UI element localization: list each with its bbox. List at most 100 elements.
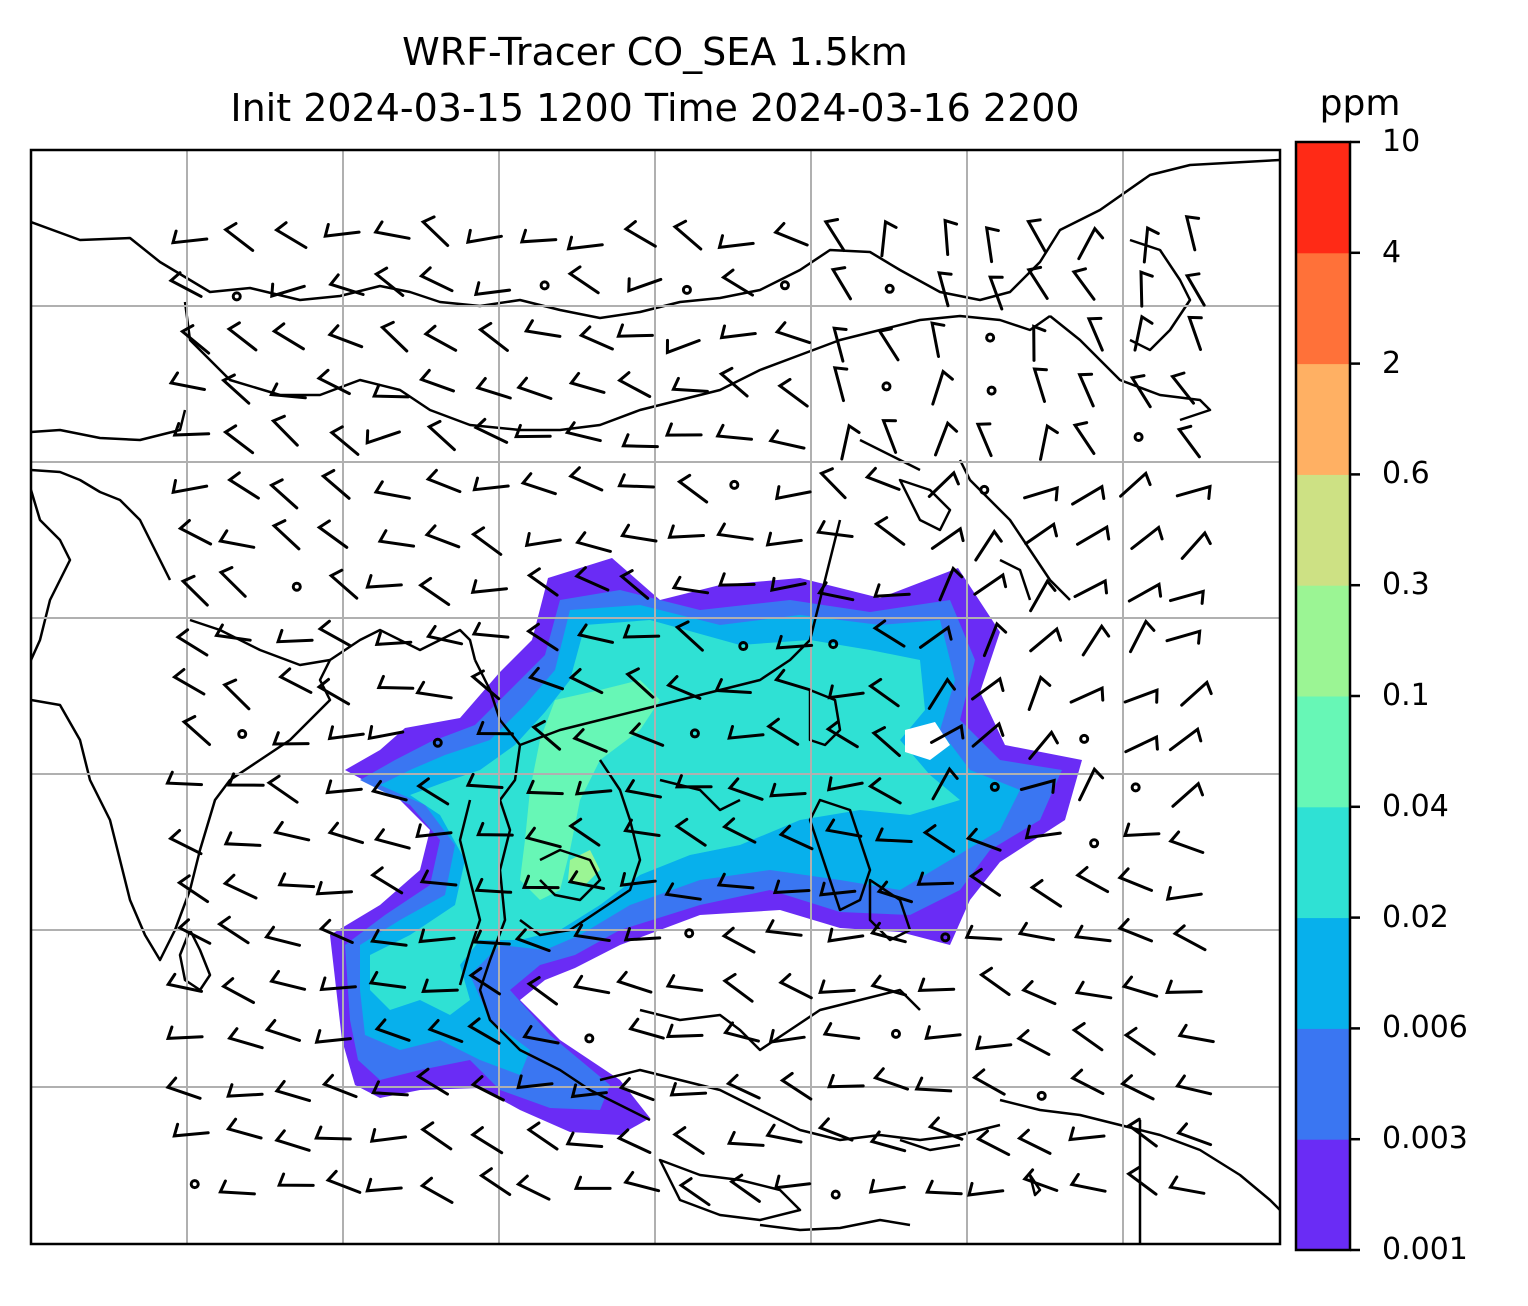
- wind-barb: [1016, 1128, 1052, 1155]
- wind-barb: [818, 979, 856, 995]
- wind-barb: [1169, 371, 1195, 405]
- wind-barb: [1169, 589, 1205, 605]
- wind-barb: [520, 472, 557, 496]
- wind-barb: [575, 531, 612, 553]
- wind-barb: [214, 623, 252, 642]
- wind-barb: [1168, 1175, 1206, 1195]
- wind-barb: [365, 429, 401, 445]
- wind-barb: [968, 867, 1001, 897]
- wind-barb: [773, 668, 811, 691]
- wind-barb: [1126, 1117, 1158, 1148]
- wind-barb: [774, 321, 811, 345]
- wind-barb: [514, 928, 551, 953]
- wind-barb: [870, 974, 907, 997]
- wind-barb: [522, 1025, 560, 1045]
- wind-barb: [868, 1178, 906, 1194]
- wind-barb: [622, 624, 661, 639]
- colorbar-tick-label: 0.04: [1382, 788, 1449, 824]
- wind-barb: [1184, 215, 1201, 252]
- wind-barb: [314, 1125, 352, 1141]
- gridlines: [31, 150, 1280, 1244]
- wind-barb: [218, 1179, 256, 1196]
- calm-marker: [986, 385, 997, 396]
- wind-barb: [421, 978, 459, 993]
- tracer-field: [330, 558, 1082, 1135]
- wind-barb: [1077, 372, 1095, 408]
- wind-barb: [567, 265, 600, 295]
- wind-barb: [225, 1117, 263, 1140]
- wind-barb: [930, 723, 965, 744]
- wind-barb: [919, 624, 953, 649]
- wind-barb: [319, 976, 357, 992]
- wind-barb: [1168, 830, 1205, 854]
- wind-barb: [315, 880, 353, 896]
- wind-barb: [774, 485, 812, 501]
- wind-barb: [475, 377, 512, 400]
- wind-barb: [1175, 1074, 1213, 1096]
- wind-barb: [625, 667, 655, 699]
- wind-barb: [266, 774, 299, 804]
- wind-barb: [216, 915, 250, 945]
- wind-barb: [415, 1067, 449, 1096]
- wind-barb: [775, 634, 814, 650]
- wind-barb: [931, 766, 959, 801]
- wind-barb: [519, 228, 558, 244]
- wind-barb: [165, 770, 203, 787]
- wind-barb: [827, 684, 865, 700]
- wind-barb: [223, 831, 262, 847]
- wind-barb: [270, 282, 306, 299]
- wind-barb: [226, 772, 265, 787]
- calm-marker: [985, 332, 996, 343]
- wind-barb: [722, 972, 754, 1003]
- wind-barb: [1117, 918, 1153, 943]
- wind-barb: [971, 1068, 1006, 1096]
- wind-barb: [277, 872, 316, 889]
- wind-barb: [222, 873, 258, 900]
- wind-barb: [222, 424, 255, 455]
- wind-barb: [373, 266, 405, 297]
- wind-barb: [1123, 1026, 1156, 1056]
- wind-barb: [937, 271, 953, 308]
- wind-barb: [873, 583, 911, 598]
- wind-barb: [179, 324, 211, 355]
- wind-barb: [930, 321, 946, 358]
- wind-barb: [621, 433, 659, 449]
- wind-barb: [168, 271, 203, 298]
- wind-barb: [619, 523, 658, 543]
- wind-barb: [973, 572, 1008, 596]
- wind-barb: [376, 674, 415, 690]
- wind-barb: [521, 874, 560, 890]
- wind-barb: [765, 1123, 803, 1144]
- wind-barb: [1071, 484, 1106, 506]
- colorbar-swatch: [1296, 474, 1350, 586]
- wind-barb: [880, 219, 898, 258]
- wind-barb: [419, 1176, 454, 1204]
- wind-barb: [566, 235, 604, 251]
- wind-barb: [470, 526, 503, 556]
- calm-marker: [584, 1033, 595, 1044]
- wind-barb: [971, 721, 1005, 748]
- wind-barb: [1076, 524, 1111, 546]
- wind-barb: [1180, 679, 1213, 707]
- wind-barb: [978, 966, 1011, 996]
- wind-barb: [514, 423, 552, 439]
- wind-barb: [1184, 272, 1206, 307]
- calm-marker: [884, 283, 895, 294]
- wind-barb: [470, 1075, 505, 1102]
- wind-barb: [371, 1080, 409, 1097]
- wind-barb: [370, 780, 408, 802]
- wind-barb: [316, 368, 351, 396]
- wind-barb: [418, 266, 454, 293]
- wind-barb: [365, 574, 403, 589]
- wind-barb: [515, 1174, 551, 1201]
- wind-barb: [274, 1079, 311, 1103]
- colorbar-swatch: [1296, 363, 1350, 475]
- wind-barb: [473, 281, 512, 297]
- wind-barb: [773, 1174, 812, 1190]
- wind-barb: [1129, 618, 1156, 654]
- wind-barb: [832, 326, 848, 363]
- wind-barb: [1029, 578, 1057, 613]
- wind-barb: [1176, 424, 1201, 459]
- wind-barb: [478, 1167, 512, 1196]
